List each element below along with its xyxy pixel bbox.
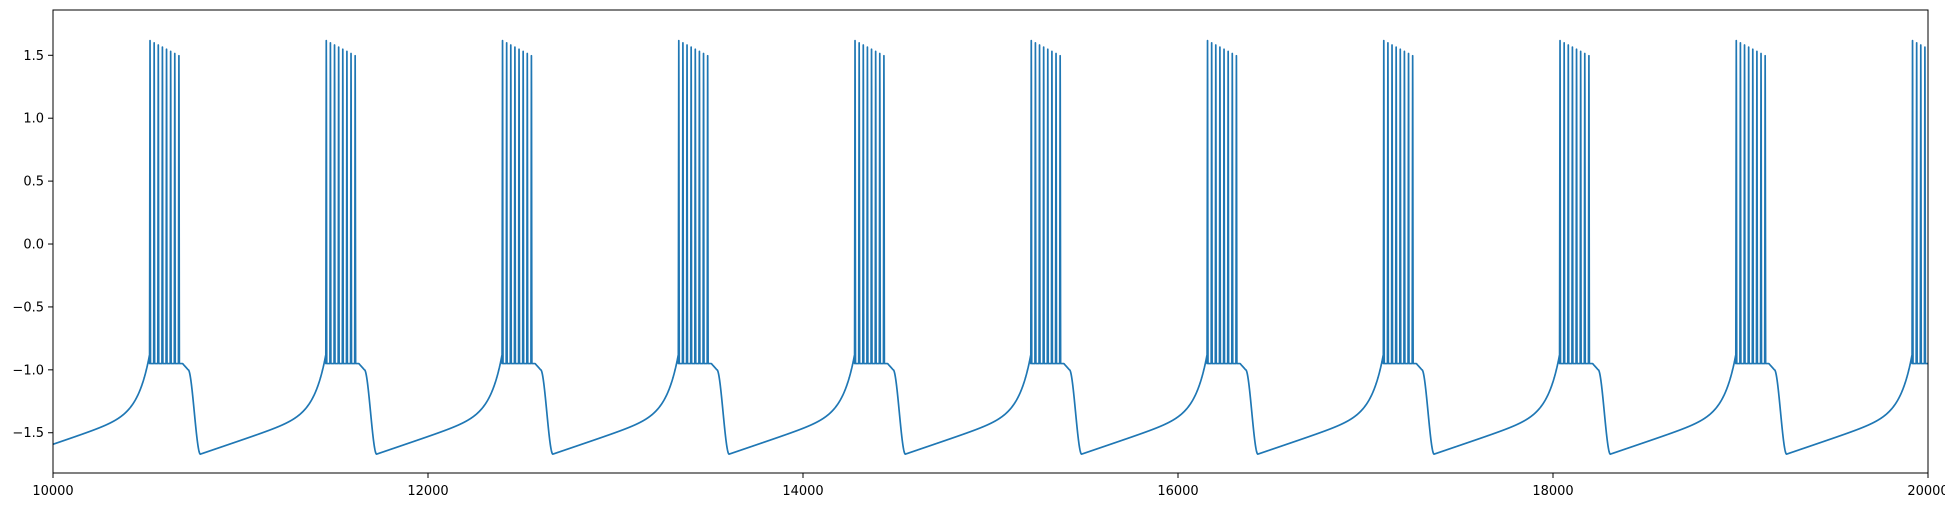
x-tick-label: 10000 (32, 484, 73, 499)
y-tick-label: −1.0 (12, 363, 44, 378)
x-tick-label: 16000 (1157, 484, 1198, 499)
x-axis: 10000 12000 14000 16000 18000 20000 (32, 473, 1945, 499)
y-tick-label: 1.0 (23, 112, 44, 127)
y-tick-label: −1.5 (12, 426, 44, 441)
y-tick-label: 0.0 (23, 238, 44, 253)
x-tick-label: 14000 (782, 484, 823, 499)
plot-area (53, 39, 1928, 455)
y-tick-label: 1.5 (23, 49, 44, 64)
y-axis: −1.5 −1.0 −0.5 0.0 0.5 1.0 1.5 (12, 49, 53, 441)
series-line (53, 39, 1928, 455)
x-tick-label: 12000 (407, 484, 448, 499)
y-tick-label: 0.5 (23, 175, 44, 190)
x-tick-label: 20000 (1907, 484, 1945, 499)
y-tick-label: −0.5 (12, 300, 44, 315)
axes-frame (52, 9, 1929, 474)
x-tick-label: 18000 (1532, 484, 1573, 499)
